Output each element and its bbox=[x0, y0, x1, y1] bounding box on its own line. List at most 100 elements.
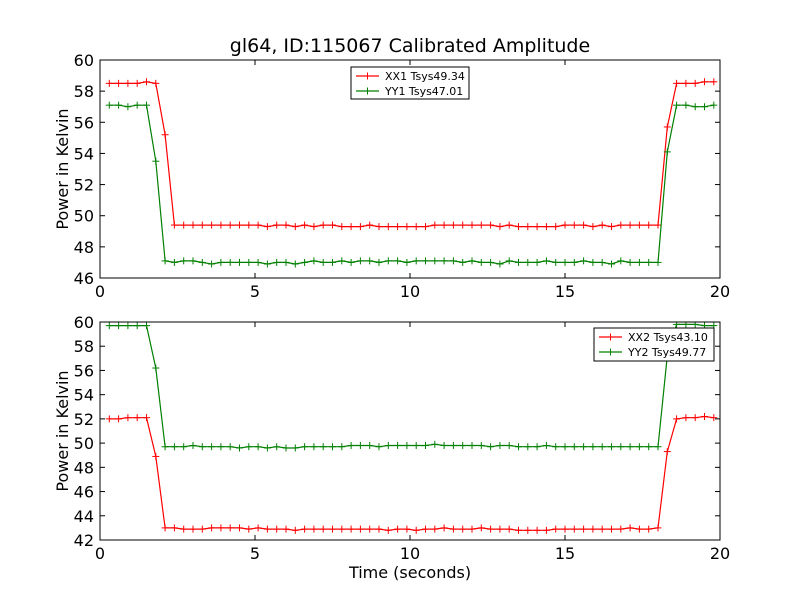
data-point bbox=[115, 101, 123, 109]
data-point bbox=[654, 524, 662, 532]
data-point bbox=[645, 525, 653, 533]
data-point bbox=[208, 260, 216, 268]
legend-label: XX1 Tsys49.34 bbox=[385, 70, 465, 83]
data-point bbox=[487, 221, 495, 229]
data-point bbox=[133, 322, 141, 330]
legend: XX2 Tsys43.10 YY2 Tsys49.77 bbox=[593, 327, 715, 362]
data-point bbox=[133, 414, 141, 422]
data-point bbox=[338, 525, 346, 533]
data-point bbox=[487, 258, 495, 266]
data-point bbox=[347, 525, 355, 533]
y-tick-label: 46 bbox=[74, 269, 94, 288]
data-point bbox=[301, 525, 309, 533]
data-point bbox=[226, 221, 234, 229]
data-point bbox=[301, 443, 309, 451]
data-point bbox=[329, 221, 336, 229]
data-point bbox=[524, 443, 532, 451]
data-point bbox=[301, 221, 309, 229]
data-point bbox=[701, 103, 708, 111]
data-point bbox=[319, 443, 327, 451]
data-point bbox=[617, 443, 625, 451]
data-point bbox=[440, 221, 448, 229]
data-point bbox=[366, 221, 374, 229]
legend-box bbox=[350, 66, 470, 100]
data-point bbox=[663, 148, 671, 156]
data-point bbox=[198, 525, 206, 533]
data-point bbox=[319, 221, 327, 229]
data-point bbox=[710, 78, 718, 86]
data-point bbox=[403, 223, 411, 231]
data-point bbox=[682, 101, 690, 109]
data-point bbox=[403, 442, 411, 450]
x-tick-label: 5 bbox=[250, 544, 260, 563]
data-point bbox=[124, 79, 132, 87]
x-tick-label: 10 bbox=[400, 544, 420, 563]
data-point bbox=[198, 443, 206, 451]
data-point bbox=[570, 258, 578, 266]
data-point bbox=[673, 415, 681, 423]
data-point bbox=[273, 443, 281, 451]
data-point bbox=[487, 525, 495, 533]
data-point bbox=[245, 443, 253, 451]
data-point bbox=[533, 258, 541, 266]
data-point bbox=[124, 414, 132, 422]
data-point bbox=[589, 525, 597, 533]
data-point bbox=[189, 221, 197, 229]
data-point bbox=[291, 260, 299, 268]
data-point bbox=[635, 221, 643, 229]
data-point bbox=[440, 257, 448, 265]
data-point bbox=[515, 223, 522, 231]
data-point bbox=[580, 525, 588, 533]
data-point bbox=[338, 257, 346, 265]
data-point bbox=[310, 223, 318, 231]
data-point bbox=[375, 258, 383, 266]
data-point bbox=[552, 258, 560, 266]
data-point bbox=[449, 442, 457, 450]
data-point bbox=[356, 223, 364, 231]
data-point bbox=[459, 221, 467, 229]
data-point bbox=[189, 525, 197, 533]
data-point bbox=[105, 415, 113, 423]
y-tick-label: 52 bbox=[74, 410, 94, 429]
y-tick-label: 56 bbox=[74, 361, 94, 380]
data-point bbox=[115, 322, 123, 330]
data-point bbox=[682, 79, 690, 87]
data-point bbox=[236, 524, 243, 532]
data-point bbox=[254, 443, 262, 451]
data-point bbox=[105, 79, 113, 87]
data-point bbox=[143, 101, 150, 109]
legend-box bbox=[593, 327, 715, 362]
data-point bbox=[375, 443, 383, 451]
data-point bbox=[403, 525, 411, 533]
data-point bbox=[161, 443, 169, 451]
data-point bbox=[552, 223, 560, 231]
data-point bbox=[254, 524, 262, 532]
x-tick-label: 20 bbox=[710, 544, 730, 563]
data-point bbox=[459, 525, 467, 533]
data-point bbox=[663, 448, 671, 456]
data-point bbox=[384, 442, 392, 450]
data-point bbox=[524, 526, 532, 534]
data-point bbox=[273, 221, 281, 229]
data-point bbox=[273, 258, 281, 266]
data-point bbox=[329, 525, 336, 533]
legend-label: YY2 Tsys49.77 bbox=[627, 346, 706, 359]
data-point bbox=[505, 525, 513, 533]
data-point bbox=[282, 525, 290, 533]
legend-label: XX2 Tsys43.10 bbox=[628, 331, 708, 344]
data-point bbox=[533, 526, 541, 534]
data-point bbox=[263, 525, 271, 533]
data-point bbox=[505, 257, 513, 265]
data-point bbox=[580, 221, 588, 229]
y-tick-label: 56 bbox=[74, 113, 94, 132]
data-point bbox=[319, 525, 327, 533]
data-point bbox=[710, 101, 718, 109]
x-tick-label: 5 bbox=[250, 282, 260, 301]
x-tick-label: 15 bbox=[555, 544, 575, 563]
data-point bbox=[542, 257, 550, 265]
data-point bbox=[338, 223, 346, 231]
data-point bbox=[245, 258, 253, 266]
y-tick-label: 48 bbox=[74, 458, 94, 477]
data-point bbox=[691, 79, 699, 87]
